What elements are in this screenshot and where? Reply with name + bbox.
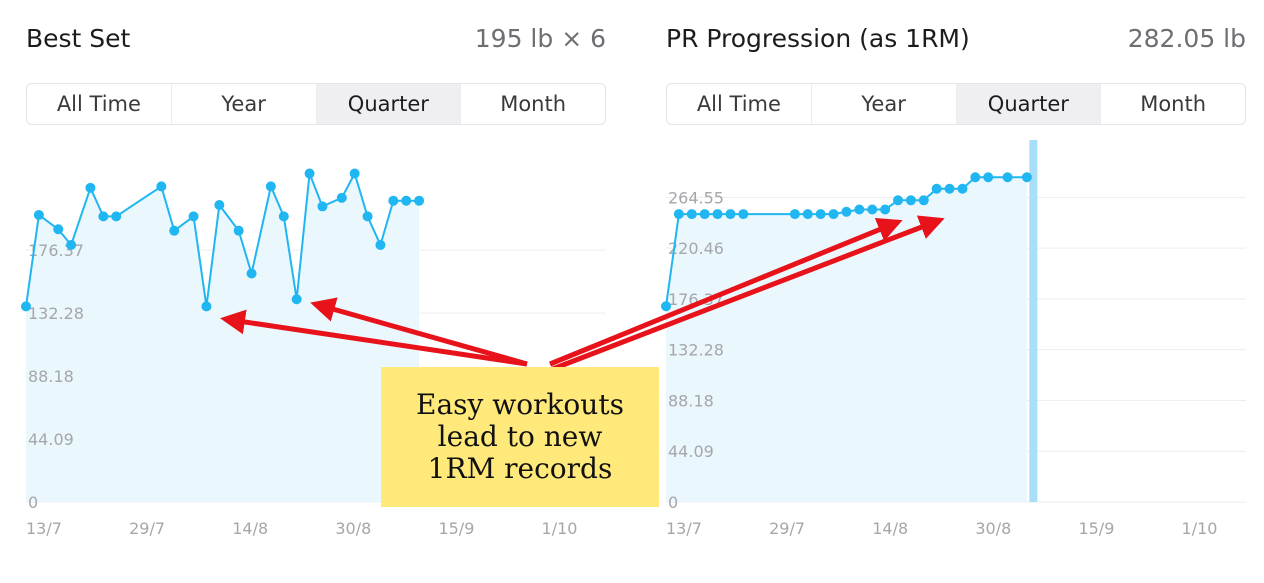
data-point xyxy=(278,211,289,222)
data-point xyxy=(362,211,373,222)
y-tick-label: 132.28 xyxy=(28,304,84,323)
data-point xyxy=(265,181,276,192)
data-point xyxy=(802,209,813,220)
y-tick-label: 176.37 xyxy=(668,290,724,309)
y-tick-label: 44.09 xyxy=(668,442,714,461)
x-tick-label: 13/7 xyxy=(666,519,702,538)
tab-all-time[interactable]: All Time xyxy=(667,84,812,124)
data-point xyxy=(983,172,994,183)
data-point xyxy=(188,211,199,222)
pr-progression-chart: 0 44.09 88.18 132.28 176.37 220.46 264.55 13/7 2… xyxy=(661,140,1246,538)
data-point xyxy=(828,209,839,220)
chart-title: PR Progression (as 1RM) xyxy=(666,24,970,53)
data-point xyxy=(317,201,328,212)
data-point xyxy=(1002,172,1013,183)
y-tick-label: 132.28 xyxy=(668,341,724,360)
data-point xyxy=(304,168,315,179)
data-point xyxy=(111,211,122,222)
data-point xyxy=(66,239,77,250)
x-tick-label: 14/8 xyxy=(872,519,908,538)
x-tick-label: 1/10 xyxy=(542,519,578,538)
tab-year[interactable]: Year xyxy=(172,84,317,124)
y-tick-label: 88.18 xyxy=(28,367,74,386)
data-point xyxy=(918,195,929,206)
data-point xyxy=(85,182,96,193)
tab-quarter[interactable]: Quarter xyxy=(316,84,462,124)
tab-year[interactable]: Year xyxy=(812,84,957,124)
x-tick-label: 29/7 xyxy=(129,519,165,538)
data-point xyxy=(156,181,167,192)
data-point xyxy=(970,172,981,183)
y-tick-label: 88.18 xyxy=(668,391,714,410)
data-point xyxy=(789,209,800,220)
series-line xyxy=(25,170,420,307)
data-point xyxy=(880,204,891,215)
data-point xyxy=(33,209,44,220)
range-selector: All Time Year Quarter Month xyxy=(26,83,606,125)
tab-month[interactable]: Month xyxy=(500,92,567,116)
data-point xyxy=(214,199,225,210)
data-point xyxy=(233,225,244,236)
data-point xyxy=(336,192,347,203)
chart-value: 282.05 lb xyxy=(1127,24,1246,53)
data-point xyxy=(905,195,916,206)
x-tick-label: 29/7 xyxy=(769,519,805,538)
x-tick-label: 13/7 xyxy=(26,519,62,538)
data-point xyxy=(401,195,412,206)
chart-title: Best Set xyxy=(26,24,131,53)
data-point xyxy=(944,183,955,194)
y-tick-label: 0 xyxy=(28,493,38,512)
y-tick-label: 264.55 xyxy=(668,188,724,207)
x-tick-label: 30/8 xyxy=(335,519,371,538)
data-point xyxy=(854,204,865,215)
data-point xyxy=(841,206,852,217)
y-tick-label: 0 xyxy=(668,493,678,512)
series-area xyxy=(666,177,1027,502)
data-point xyxy=(893,195,903,206)
data-point xyxy=(349,168,360,179)
series-area xyxy=(26,173,420,502)
data-point xyxy=(725,209,736,220)
x-tick-label: 15/9 xyxy=(1078,519,1114,538)
data-point xyxy=(815,209,826,220)
data-point xyxy=(699,209,710,220)
data-point xyxy=(53,224,64,235)
data-point xyxy=(686,209,697,220)
annotation-box: Easy workouts lead to new 1RM records xyxy=(381,367,659,507)
x-tick-label: 1/10 xyxy=(1182,519,1218,538)
x-tick-label: 30/8 xyxy=(975,519,1011,538)
data-point xyxy=(201,301,212,312)
data-point xyxy=(957,183,968,194)
selection-marker xyxy=(1029,140,1038,502)
data-point xyxy=(661,301,671,312)
data-point xyxy=(414,195,425,206)
y-tick-label: 44.09 xyxy=(28,430,74,449)
data-point xyxy=(246,268,257,279)
data-point xyxy=(738,209,749,220)
tab-month[interactable]: Month xyxy=(1140,92,1207,116)
tab-all-time[interactable]: All Time xyxy=(27,84,172,124)
best-set-panel: Best Set 195 lb × 6 All Time Year Quarte… xyxy=(21,0,606,583)
data-point xyxy=(291,294,302,305)
data-point xyxy=(867,204,878,215)
data-point xyxy=(673,209,684,220)
data-point xyxy=(21,301,31,312)
pr-progression-panel: PR Progression (as 1RM) 282.05 lb All Ti… xyxy=(661,0,1246,583)
data-point xyxy=(388,195,399,206)
data-point xyxy=(712,209,723,220)
data-point xyxy=(375,239,386,250)
range-selector: All Time Year Quarter Month xyxy=(666,83,1246,125)
x-tick-label: 14/8 xyxy=(232,519,268,538)
data-point xyxy=(169,225,180,236)
data-point xyxy=(931,183,942,194)
data-point xyxy=(1021,172,1032,183)
y-tick-label: 220.46 xyxy=(668,239,724,258)
x-tick-label: 15/9 xyxy=(438,519,474,538)
tab-quarter[interactable]: Quarter xyxy=(956,84,1102,124)
chart-value: 195 lb × 6 xyxy=(474,24,606,53)
data-point xyxy=(98,211,109,222)
